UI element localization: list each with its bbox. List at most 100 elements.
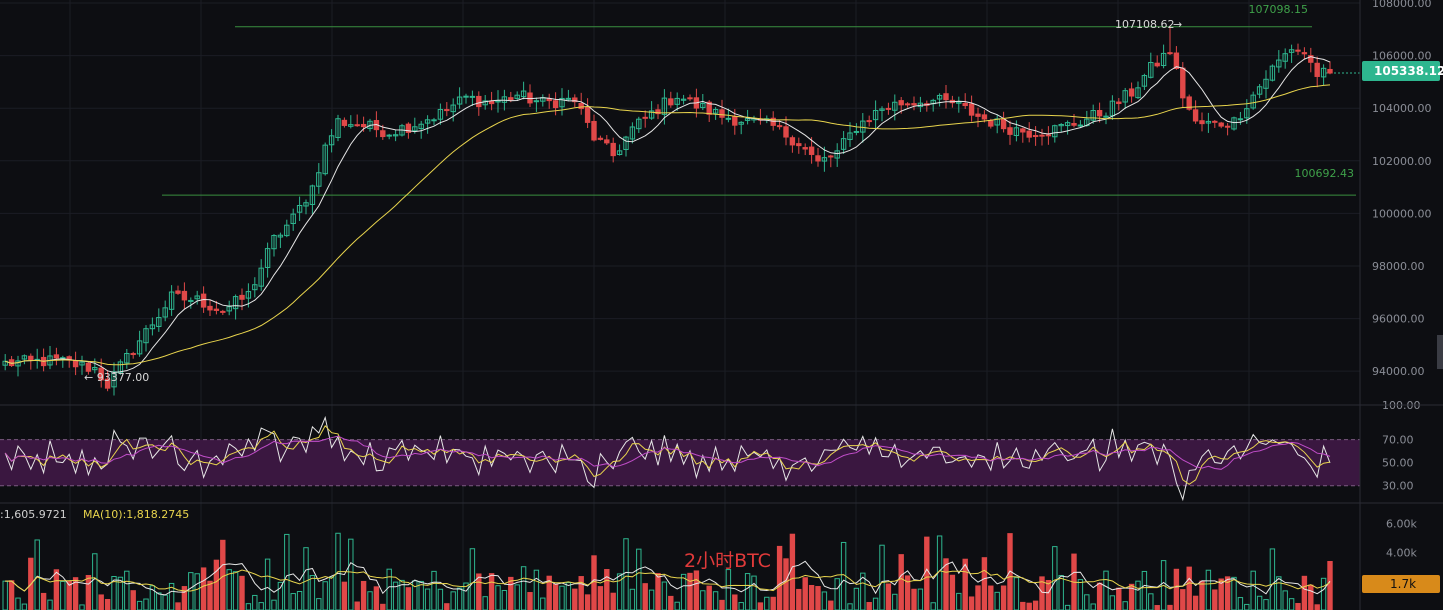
candle-body [1090,109,1096,121]
candle-body [412,126,418,132]
volume-bar [1320,577,1327,610]
volume-bar [956,592,962,610]
volume-bar [1109,595,1116,610]
volume-bar [1128,583,1135,610]
candle-body [911,103,917,106]
volume-bar [520,566,527,610]
volume-bar [1013,577,1020,610]
candle-body [1071,123,1077,126]
volume-bar [354,601,360,610]
rsi-tick-label: 70.00 [1382,434,1414,447]
volume-bar [680,573,687,610]
volume-bar [437,588,444,610]
candle-body [124,353,130,364]
volume-bar [1064,604,1071,610]
volume-bar [1288,598,1295,610]
candle-body [1122,90,1128,103]
volume-bar [322,581,328,610]
candle-body [444,109,450,112]
candle-body [456,96,463,105]
candle-body [386,134,392,137]
candle-body [1237,118,1244,121]
candle-body [264,248,271,268]
volume-bar [610,592,616,610]
candle-body [488,100,495,105]
candle-body [418,123,424,130]
ma-fast-line [5,56,1331,374]
moving-averages [5,56,1331,374]
volume-bar [1327,560,1333,610]
candle-body [655,109,661,115]
candle-body [572,97,578,103]
candle-body [668,98,674,106]
volume-bar [1205,569,1212,610]
candle-body [1045,134,1052,137]
candle-body [744,118,751,121]
volume-bar [917,588,924,610]
volume-bar [271,599,277,610]
volume-bar [1032,600,1039,610]
candle-body [501,96,508,103]
volume-bar [303,547,309,610]
candle-body [1282,53,1288,62]
candle-body [405,123,412,133]
candle-body [565,97,572,100]
candle-body [98,367,104,381]
candle-body [341,119,348,126]
volume-bar [277,581,284,610]
volume-bar [514,584,520,610]
volume-bar [1167,604,1173,610]
high-price-arrow: → [1173,18,1182,31]
candle-body [252,284,258,291]
candle-body [1173,52,1180,69]
rsi-lines [4,415,1331,502]
volume-bar [668,595,674,610]
candle-body [482,100,488,106]
low-price-label: ← 93377.00 [84,371,149,384]
volume-bars [2,532,1333,610]
volume-bar [284,533,290,610]
candle-body [674,97,680,105]
candle-body [1276,59,1282,68]
candle-body [1314,62,1320,77]
volume-bar [879,544,885,610]
volume-bar [604,569,610,610]
candle-body [1192,109,1199,122]
candle-body [1301,52,1308,55]
volume-bar [527,592,533,610]
scroll-handle[interactable] [1437,335,1443,369]
candle-body [322,144,328,175]
candle-body [508,97,514,101]
rsi-band-fill [0,439,1360,486]
volume-bar [853,587,860,610]
candle-body [1135,87,1141,99]
candle-body [303,202,309,207]
candle-body [309,185,316,205]
candle-body [904,103,911,106]
candle-body [552,100,559,109]
candle-body [559,97,565,108]
candle-body [1256,86,1263,95]
candle-body [834,150,840,159]
volume-bar [578,576,584,610]
volume-bar [98,594,104,610]
candle-body [1320,67,1327,78]
volume-bar [226,569,232,610]
price-tick-label: 100000.00 [1372,207,1432,220]
volume-bar [424,588,431,610]
volume-bar [239,575,245,610]
volume-bar [828,600,834,610]
volume-bar [21,603,28,610]
rsi-band [0,439,1360,487]
volume-bar [207,580,213,610]
volume-bar [1308,584,1314,610]
volume-tick-label: 4.00k [1386,546,1417,559]
candle-body [207,305,213,311]
volume-bar [482,596,488,610]
candle-body [732,116,738,126]
volume-ma-fast [5,560,1331,596]
volume-tick-label: 6.00k [1386,517,1417,530]
volume-bar [866,602,872,610]
